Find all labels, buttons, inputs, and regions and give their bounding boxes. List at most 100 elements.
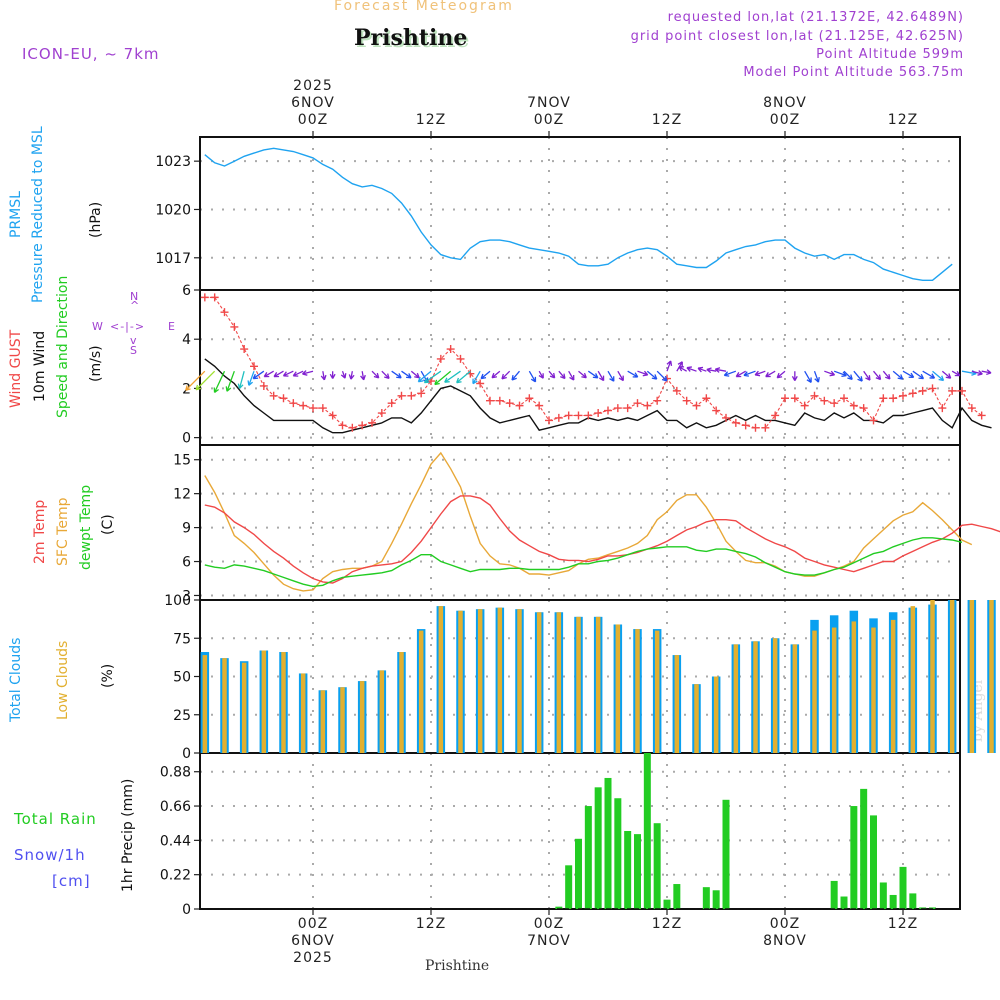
bar-rain: [909, 893, 917, 909]
wind-direction-arrow: [511, 370, 520, 381]
compass-n: N: [130, 290, 139, 303]
wind-direction-arrow: [607, 370, 615, 382]
label-total-rain: Total Rain: [14, 810, 97, 828]
bar-low-clouds: [517, 609, 522, 753]
bar-rain: [653, 823, 661, 909]
wind-direction-arrow: [646, 370, 658, 380]
y-tick-label: 100: [164, 593, 191, 609]
time-label: 7NOV 00Z: [519, 95, 579, 129]
wind-direction-arrow: [381, 370, 390, 380]
bar-low-clouds: [654, 630, 660, 753]
bar-low-clouds: [753, 641, 758, 753]
gust-marker: [623, 404, 632, 413]
bar-low-clouds: [713, 676, 719, 753]
time-label: 2025 6NOV 00Z: [283, 78, 343, 129]
bar-rain: [634, 834, 641, 909]
y-tick-label: 1017: [155, 251, 191, 267]
gust-marker: [338, 421, 347, 430]
gust-marker: [908, 389, 917, 398]
gust-marker: [240, 345, 249, 354]
gust-marker: [564, 411, 573, 420]
bar-rain: [604, 777, 612, 909]
time-label-line: 6NOV: [291, 95, 335, 111]
bar-low-clouds: [949, 600, 955, 753]
gust-marker: [348, 423, 357, 432]
time-label: 12Z: [401, 112, 461, 129]
wind-direction-arrow: [843, 370, 853, 381]
gust-marker: [505, 399, 514, 408]
wind-direction-arrow: [833, 370, 847, 378]
gust-marker: [869, 416, 878, 425]
compass-arrow-up-icon: ^: [130, 299, 140, 312]
gust-marker: [486, 396, 494, 405]
bar-low-clouds: [871, 627, 876, 753]
series-gust-line: [204, 296, 983, 429]
gust-marker: [594, 409, 603, 418]
bar-rain: [712, 890, 720, 909]
wind-direction-arrow: [824, 370, 836, 377]
wind-direction-arrow: [302, 370, 314, 376]
time-label-line: 12Z: [887, 112, 919, 128]
time-label-line: 7NOV: [527, 933, 571, 949]
y-tick-label: 6: [182, 283, 191, 299]
gust-marker: [859, 404, 868, 413]
wind-direction-arrow: [282, 370, 294, 377]
y-tick-label: 0: [182, 431, 191, 447]
gust-marker: [790, 394, 799, 403]
wind-direction-arrow: [329, 371, 336, 379]
wind-direction-arrow: [456, 370, 471, 384]
time-label-line: 00Z: [533, 916, 565, 932]
series-prmsl-line: [204, 147, 953, 281]
gust-marker: [672, 386, 681, 395]
time-label-line: 00Z: [297, 112, 329, 128]
gust-marker: [368, 418, 376, 427]
wind-direction-arrow: [863, 370, 871, 381]
wind-direction-arrow: [804, 370, 812, 384]
gust-marker: [967, 404, 976, 413]
wind-direction-arrow: [882, 370, 891, 380]
wind-direction-arrow: [971, 370, 983, 376]
bar-low-clouds: [497, 607, 503, 753]
bar-low-clouds: [989, 600, 994, 753]
bar-rain: [879, 882, 887, 909]
wind-direction-arrow: [391, 370, 402, 379]
bar-rain: [850, 806, 858, 909]
wind-direction-arrow: [195, 370, 216, 391]
bar-rain: [673, 884, 681, 909]
bar-low-clouds: [635, 629, 640, 753]
bar-low-clouds: [379, 670, 385, 753]
time-label: 12Z: [401, 916, 461, 933]
gust-marker: [604, 406, 612, 415]
gust-marker: [417, 389, 426, 398]
wind-direction-arrow: [706, 367, 717, 374]
bar-low-clouds: [674, 655, 680, 753]
wind-direction-arrow: [776, 370, 786, 379]
gust-marker: [250, 362, 258, 371]
bar-rain: [663, 899, 671, 909]
bar-rain: [722, 799, 730, 909]
bar-low-clouds: [300, 673, 306, 753]
bar-rain: [870, 815, 877, 909]
series-10m-wind-line: [204, 358, 992, 434]
time-label-line: 12Z: [887, 916, 919, 932]
page-title: Prishtine: [354, 25, 468, 51]
y-tick-label: 50: [173, 670, 191, 686]
bar-low-clouds: [359, 681, 365, 753]
wind-direction-arrow: [813, 370, 820, 383]
wind-direction-arrow: [627, 370, 639, 378]
gust-marker: [889, 394, 898, 403]
bar-rain: [860, 788, 868, 909]
bar-low-clouds: [261, 650, 267, 753]
wind-direction-arrow: [568, 370, 575, 381]
bar-rain: [555, 906, 563, 909]
bar-low-clouds: [851, 621, 857, 753]
wind-direction-arrow: [735, 370, 746, 378]
gust-marker: [436, 354, 445, 363]
gust-marker: [761, 423, 770, 432]
bar-low-clouds: [969, 600, 975, 753]
gust-marker: [535, 401, 544, 410]
time-label-line: 12Z: [651, 112, 683, 128]
label-cm: [cm]: [52, 872, 91, 890]
wind-direction-arrow: [686, 366, 697, 372]
bar-low-clouds: [458, 610, 463, 753]
